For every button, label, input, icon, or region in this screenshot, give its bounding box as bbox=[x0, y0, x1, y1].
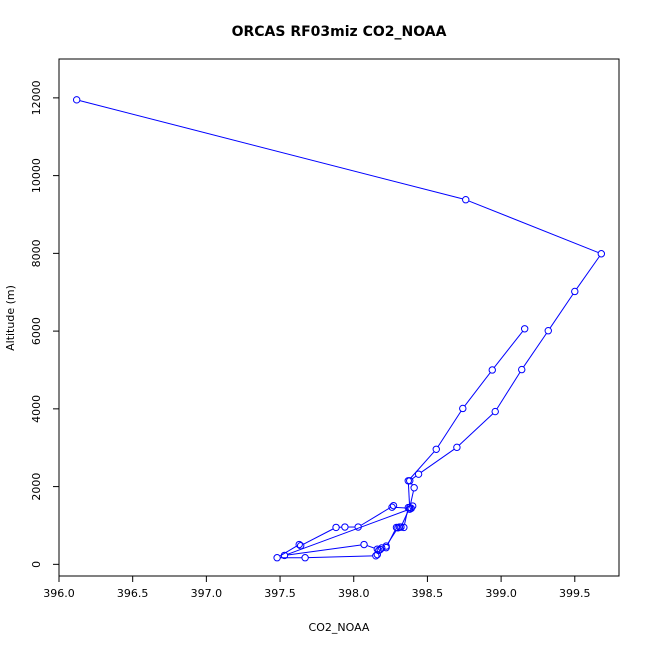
data-point bbox=[414, 470, 423, 478]
data-point bbox=[392, 523, 401, 532]
data-point bbox=[280, 551, 289, 560]
y-tick-label: 10000 bbox=[30, 158, 43, 193]
data-point bbox=[410, 484, 418, 492]
data-point bbox=[518, 365, 526, 374]
data-point bbox=[400, 523, 408, 532]
series-segment bbox=[412, 475, 417, 480]
data-point bbox=[273, 554, 281, 562]
data-point bbox=[360, 540, 368, 549]
data-point bbox=[378, 544, 386, 552]
data-point bbox=[388, 503, 396, 511]
series-segment bbox=[366, 545, 375, 549]
data-point bbox=[432, 445, 440, 453]
y-axis: 0 2000 4000 6000 8000 10000 12000 bbox=[30, 80, 60, 568]
data-series bbox=[72, 96, 606, 562]
y-tick-label: 8000 bbox=[30, 239, 43, 267]
x-tick-label: 399.5 bbox=[559, 587, 591, 600]
chart-title: ORCAS RF03miz CO2_NOAA bbox=[232, 24, 447, 40]
series-segment bbox=[287, 509, 407, 555]
data-point bbox=[72, 96, 81, 104]
data-point bbox=[389, 501, 398, 510]
series-segment bbox=[79, 100, 463, 200]
data-point bbox=[372, 552, 380, 560]
y-tick-label: 4000 bbox=[30, 395, 43, 423]
x-axis: 396.0 396.5 397.0 397.5 398.0 398.5 399.0 399.5 bbox=[43, 575, 591, 600]
data-point bbox=[453, 443, 461, 452]
data-point bbox=[597, 250, 606, 258]
series-segment bbox=[287, 544, 361, 556]
series-segment bbox=[409, 490, 414, 505]
data-point bbox=[404, 477, 412, 485]
data-point bbox=[571, 287, 579, 296]
series-segment bbox=[404, 510, 409, 525]
series-segment bbox=[407, 483, 411, 506]
data-point bbox=[341, 523, 349, 531]
data-point bbox=[488, 366, 496, 374]
x-tick-label: 399.0 bbox=[485, 587, 517, 600]
series-segment bbox=[303, 528, 334, 545]
series-segment bbox=[420, 448, 455, 473]
series-segment bbox=[410, 451, 435, 479]
data-point bbox=[459, 404, 467, 413]
data-point bbox=[301, 554, 309, 562]
data-point bbox=[295, 540, 303, 549]
data-point bbox=[395, 523, 404, 531]
y-tick-label: 12000 bbox=[30, 80, 43, 115]
series-segment bbox=[576, 256, 600, 290]
data-point bbox=[404, 503, 412, 512]
y-tick-label: 6000 bbox=[30, 317, 43, 345]
y-tick-label: 2000 bbox=[30, 473, 43, 501]
y-tick-label: 0 bbox=[30, 561, 43, 568]
data-point bbox=[406, 477, 414, 485]
data-point bbox=[373, 550, 382, 559]
x-tick-label: 398.5 bbox=[412, 587, 444, 600]
data-point bbox=[406, 505, 414, 513]
data-point bbox=[373, 545, 382, 553]
data-point bbox=[491, 407, 499, 416]
data-point bbox=[332, 523, 340, 532]
data-point bbox=[462, 196, 470, 204]
series-segment bbox=[549, 293, 574, 329]
data-point bbox=[382, 543, 390, 552]
x-tick-label: 396.0 bbox=[43, 587, 75, 600]
x-tick-label: 398.0 bbox=[338, 587, 370, 600]
x-tick-label: 397.5 bbox=[264, 587, 296, 600]
series-segment bbox=[279, 545, 297, 557]
data-point bbox=[520, 325, 529, 333]
x-axis-label: CO2_NOAA bbox=[309, 621, 370, 634]
series-segment bbox=[468, 200, 599, 254]
x-tick-label: 396.5 bbox=[117, 587, 149, 600]
series-segment bbox=[387, 530, 396, 546]
series-segment bbox=[496, 372, 521, 410]
series-segment bbox=[437, 410, 462, 447]
series-segment bbox=[458, 413, 494, 446]
data-point bbox=[354, 523, 362, 531]
data-point bbox=[296, 541, 305, 550]
series-segment bbox=[464, 372, 491, 407]
data-point bbox=[544, 327, 552, 335]
series-segment bbox=[360, 506, 392, 526]
plot-frame bbox=[58, 58, 620, 577]
series-segment bbox=[523, 333, 547, 368]
series-segment bbox=[493, 330, 524, 368]
y-axis-label: Altitude (m) bbox=[4, 285, 17, 351]
series-segment bbox=[308, 555, 373, 559]
x-tick-label: 397.0 bbox=[191, 587, 223, 600]
series-segment bbox=[395, 506, 409, 509]
